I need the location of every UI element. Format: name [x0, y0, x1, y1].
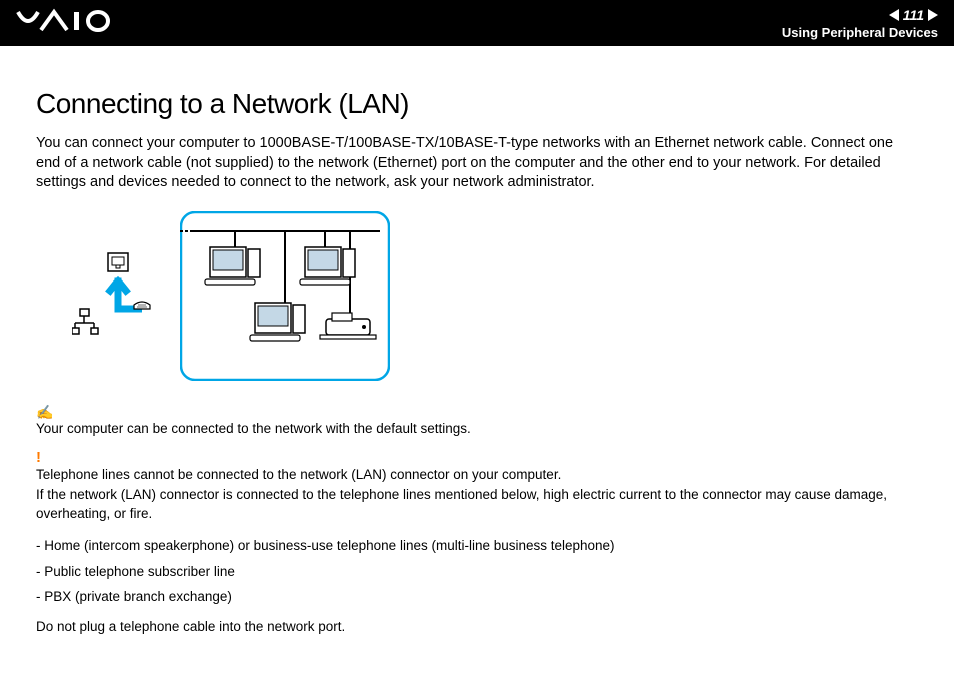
section-label: Using Peripheral Devices: [782, 25, 938, 40]
warning-block: ! Telephone lines cannot be connected to…: [36, 450, 918, 524]
intro-paragraph: You can connect your computer to 1000BAS…: [36, 134, 918, 193]
page-navigator: 111: [889, 7, 938, 23]
note-block: ✍ Your computer can be connected to the …: [36, 405, 918, 439]
page-content: Connecting to a Network (LAN) You can co…: [0, 46, 954, 656]
header-right: 111 Using Peripheral Devices: [782, 7, 938, 40]
network-diagram: [180, 211, 390, 381]
vaio-logo: [16, 8, 126, 39]
header-bar: 111 Using Peripheral Devices: [0, 0, 954, 46]
final-note: Do not plug a telephone cable into the n…: [36, 617, 918, 637]
prev-page-arrow-icon[interactable]: [889, 9, 899, 21]
bullet-item: Public telephone subscriber line: [36, 562, 918, 582]
notes-section: ✍ Your computer can be connected to the …: [36, 405, 918, 637]
bullet-item: PBX (private branch exchange): [36, 587, 918, 607]
bullet-item: Home (intercom speakerphone) or business…: [36, 536, 918, 556]
connection-icon: [72, 251, 162, 341]
note-text: Your computer can be connected to the ne…: [36, 419, 918, 439]
warning-line-1: Telephone lines cannot be connected to t…: [36, 465, 918, 485]
warning-icon: !: [36, 450, 918, 465]
diagram-row: [72, 211, 918, 381]
page-title: Connecting to a Network (LAN): [36, 88, 918, 120]
bullet-list: Home (intercom speakerphone) or business…: [36, 536, 918, 607]
next-page-arrow-icon[interactable]: [928, 9, 938, 21]
warning-line-2: If the network (LAN) connector is connec…: [36, 485, 918, 524]
note-icon: ✍: [36, 405, 918, 419]
page-number: 111: [903, 7, 924, 23]
